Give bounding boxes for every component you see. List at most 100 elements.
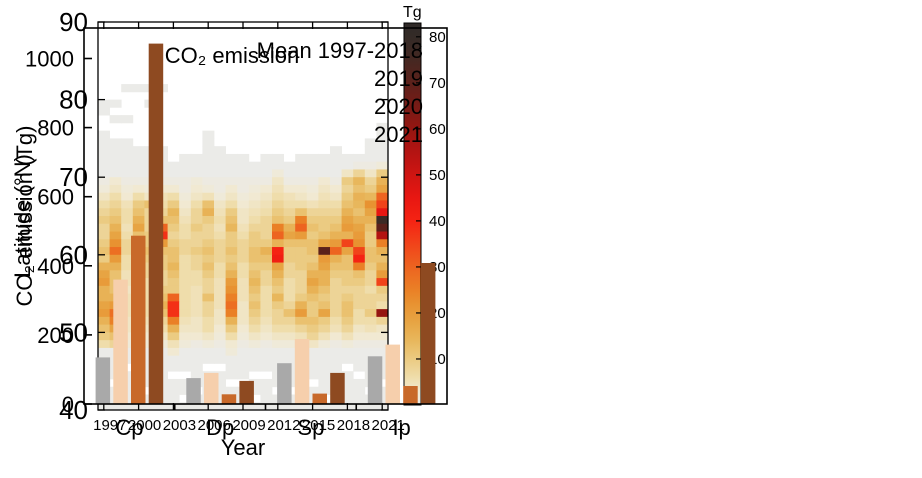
heatmap-cell <box>376 254 389 263</box>
heatmap-cell <box>295 332 308 341</box>
heatmap-cell <box>272 247 284 256</box>
heatmap-cell <box>272 216 284 225</box>
heatmap-cell <box>132 216 145 225</box>
heatmap-cell <box>260 309 273 318</box>
colorbar-tick-label: 60 <box>429 121 446 138</box>
heatmap-cell <box>306 278 319 287</box>
heatmap-cell <box>283 216 296 225</box>
heatmap-cell <box>306 285 319 294</box>
heatmap-cell <box>260 270 273 279</box>
heatmap-cell <box>364 285 377 294</box>
heatmap-cell <box>353 278 366 287</box>
heatmap-cell <box>237 184 250 194</box>
heatmap-cell <box>167 301 180 310</box>
bar-Ip-2019 <box>385 344 400 404</box>
legend-entry: 2021 <box>374 122 423 147</box>
heatmap-cell <box>190 153 203 163</box>
heatmap-cell <box>318 278 331 287</box>
heatmap-cell <box>353 200 366 209</box>
heatmap-cell <box>295 324 308 333</box>
heatmap-cell <box>353 355 366 364</box>
heatmap-cell <box>353 184 366 194</box>
heatmap-cell <box>167 208 180 217</box>
heatmap-cell <box>364 153 377 163</box>
bar-Ip-2021 <box>420 263 436 404</box>
heatmap-cell <box>376 386 389 395</box>
heatmap-cell <box>190 285 203 294</box>
heatmap-cell <box>179 200 192 209</box>
heatmap-cell <box>341 378 354 388</box>
heatmap-cell <box>306 184 319 194</box>
heatmap-cell <box>248 301 261 310</box>
heatmap-cell <box>283 340 296 349</box>
heatmap-cell <box>237 301 250 310</box>
heatmap-cell <box>214 324 226 333</box>
heatmap-cell <box>237 278 250 287</box>
heatmap-cell <box>214 153 226 163</box>
heatmap-cell <box>260 386 273 395</box>
heatmap-cell <box>214 169 226 178</box>
heatmap-cell <box>225 208 238 217</box>
heatmap-cell <box>214 231 226 240</box>
heatmap-cell <box>260 169 273 178</box>
heatmap-cell <box>283 262 296 271</box>
heatmap-cell <box>179 402 192 411</box>
heatmap-cell <box>202 270 215 279</box>
heatmap-cell <box>98 239 110 248</box>
bar-Cp-2020 <box>131 235 146 404</box>
heatmap-cell <box>98 99 110 108</box>
heatmap-cell <box>260 285 273 294</box>
heatmap-cell <box>283 208 296 217</box>
legend-entry: 2020 <box>374 94 423 119</box>
heatmap-cell <box>121 169 134 178</box>
heatmap-cell <box>295 309 308 318</box>
colorbar-tick-label: 40 <box>429 213 446 230</box>
heatmap-cell <box>225 153 238 163</box>
heatmap-cell <box>364 254 377 263</box>
heatmap-cell <box>109 239 122 248</box>
heatmap-cell <box>237 309 250 318</box>
heatmap-cell <box>353 161 366 170</box>
heatmap-cell <box>121 192 134 201</box>
heatmap-cell <box>214 309 226 318</box>
bar-category-label: Ip <box>392 415 410 440</box>
heatmap-cell <box>225 386 238 395</box>
heatmap-cell <box>260 200 273 209</box>
heatmap-cell <box>214 192 226 201</box>
heatmap-cell <box>190 270 203 279</box>
heatmap-cell <box>167 386 180 395</box>
heatmap-cell <box>283 316 296 326</box>
heatmap-cell <box>272 231 284 240</box>
heatmap-cell <box>283 309 296 318</box>
heatmap-cell <box>306 340 319 349</box>
heatmap-cell <box>190 363 203 372</box>
heatmap-cell <box>179 378 192 388</box>
heatmap-cell <box>225 254 238 263</box>
heatmap-cell <box>295 192 308 201</box>
heatmap-cell <box>306 208 319 217</box>
heatmap-cell <box>202 216 215 225</box>
heatmap-cell <box>202 316 215 326</box>
heatmap-cell <box>248 184 261 194</box>
heatmap-cell <box>376 200 389 209</box>
heatmap-cell <box>214 285 226 294</box>
heatmap-cell <box>295 293 308 302</box>
heatmap-cell <box>225 192 238 201</box>
heatmap-cell <box>121 115 134 124</box>
heatmap-cell <box>214 270 226 279</box>
heatmap-cell <box>190 192 203 201</box>
heatmap-xtick-labels: 1997 2000 2003 2006 2009 2012 2015 2018 2021 <box>93 417 405 434</box>
heatmap-cell <box>353 301 366 310</box>
heatmap-cell <box>248 161 261 170</box>
bar-Dp-Mean-1997-2018 <box>186 378 201 404</box>
heatmap-cell <box>225 309 238 318</box>
bar-Cp-Mean-1997-2018 <box>95 357 111 404</box>
heatmap-cell <box>248 309 261 318</box>
heatmap-cell <box>330 192 342 201</box>
heatmap-cell <box>167 278 180 287</box>
heatmap-cell <box>179 231 192 240</box>
heatmap-cell <box>98 301 110 310</box>
heatmap-cell <box>283 332 296 341</box>
heatmap-cell <box>214 278 226 287</box>
heatmap-cell <box>132 169 145 178</box>
